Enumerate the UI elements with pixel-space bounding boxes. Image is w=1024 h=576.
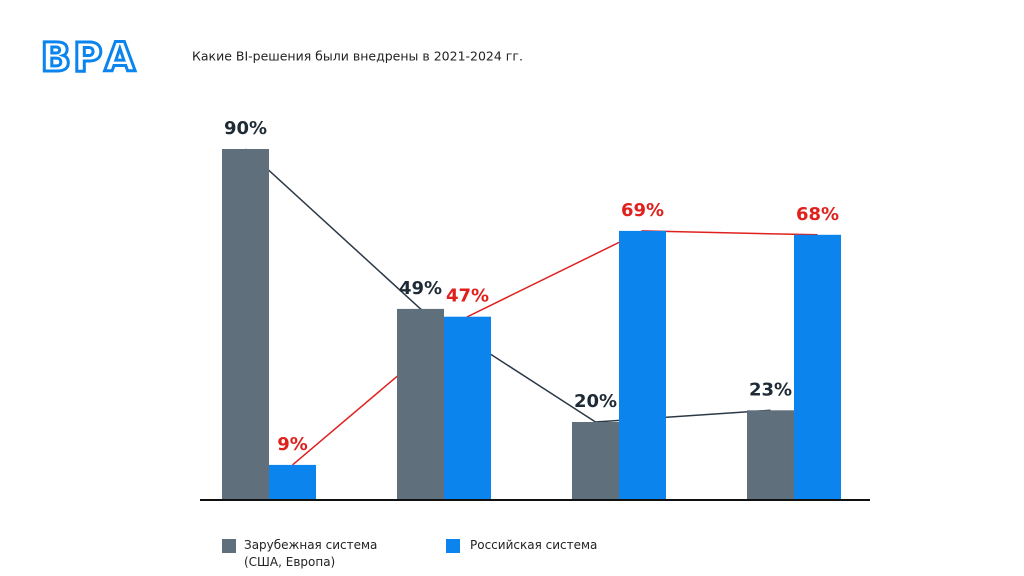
series-line (292, 230, 818, 466)
data-label: 49% (399, 278, 442, 299)
legend-label: Зарубежная система (США, Европа) (244, 538, 378, 569)
data-label: 23% (749, 379, 792, 400)
data-label: 69% (621, 200, 664, 221)
bar (572, 422, 619, 500)
chart-title: Какие BI-решения были внедрены в 2021-20… (192, 49, 523, 64)
data-label: 20% (574, 391, 617, 412)
data-label: 68% (796, 204, 839, 225)
legend-swatch (446, 539, 460, 553)
series-line (244, 148, 771, 423)
data-label: 9% (277, 434, 308, 455)
data-label: 90% (224, 118, 267, 139)
bar (222, 149, 269, 500)
bar (397, 308, 444, 500)
bar (269, 464, 316, 500)
bar (747, 410, 794, 500)
data-label: 47% (446, 286, 489, 307)
bar (444, 316, 491, 500)
logo: ВРА (41, 35, 138, 81)
bar (619, 230, 666, 500)
legend-label: Российская система (470, 538, 598, 552)
legend-swatch (222, 539, 236, 553)
bar (794, 234, 841, 501)
